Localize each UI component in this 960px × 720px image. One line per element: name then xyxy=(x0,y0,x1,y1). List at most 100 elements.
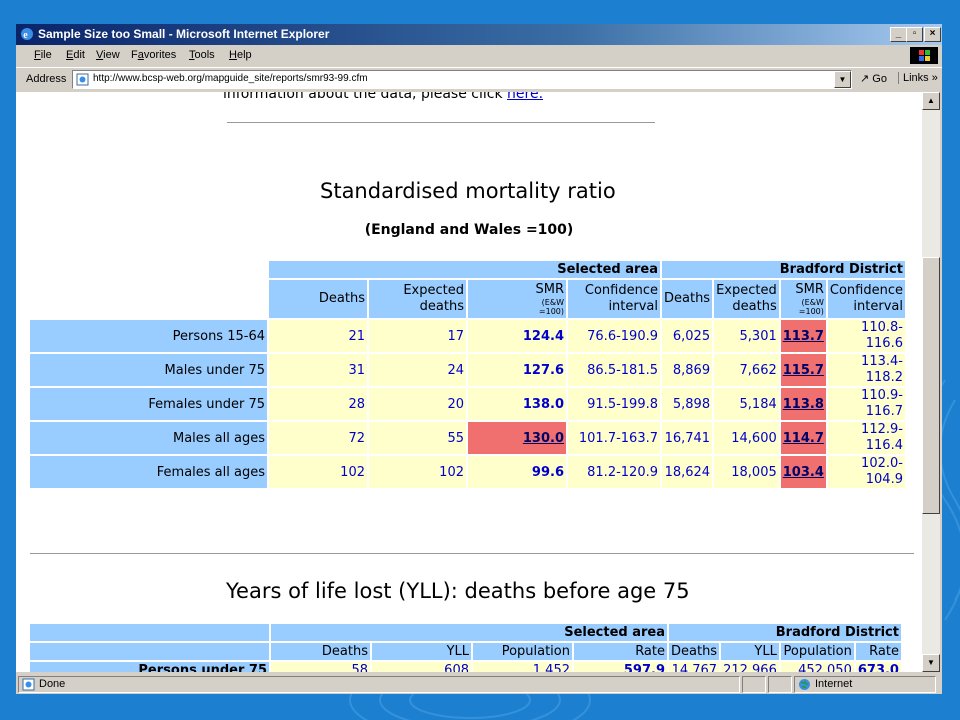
title-bar[interactable]: e Sample Size too Small - Microsoft Inte… xyxy=(16,24,942,45)
zone-panel: Internet xyxy=(794,676,936,693)
here-link[interactable]: here. xyxy=(507,92,544,102)
table-row: Females all ages 102 102 99.6 81.2-120.9… xyxy=(30,456,905,488)
cell: 1,452 xyxy=(473,662,572,672)
status-bar: Done Internet xyxy=(16,674,942,694)
cell: 8,869 xyxy=(662,354,713,386)
smr-value: 99.6 xyxy=(468,456,566,488)
browser-window: e Sample Size too Small - Microsoft Inte… xyxy=(16,24,942,694)
yll-header-selected-area: Selected area xyxy=(271,624,667,641)
col-rate-district: Rate xyxy=(855,643,901,660)
cell: 102 xyxy=(369,456,466,488)
col-yll: YLL xyxy=(372,643,471,660)
address-dropdown-icon[interactable]: ▼ xyxy=(834,71,851,88)
cell: 81.2-120.9 xyxy=(568,456,660,488)
cell: 102.0- 104.9 xyxy=(827,456,905,488)
links-button[interactable]: Links » xyxy=(898,72,938,84)
go-button[interactable]: ↗ Go xyxy=(860,73,887,85)
cell: 110.9- 116.7 xyxy=(827,388,905,420)
scroll-thumb[interactable] xyxy=(922,257,940,514)
cell: 452,050 xyxy=(780,662,854,672)
smr-value: 138.0 xyxy=(468,388,566,420)
smr-value-highlighted[interactable]: 114.7 xyxy=(780,422,826,454)
close-button[interactable]: × xyxy=(924,27,941,42)
cell: 6,025 xyxy=(662,320,713,352)
row-label: Males all ages xyxy=(30,422,267,454)
cell: 72 xyxy=(269,422,367,454)
cell: 91.5-199.8 xyxy=(568,388,660,420)
cell: 5,184 xyxy=(714,388,779,420)
col-rate: Rate xyxy=(574,643,667,660)
globe-icon xyxy=(799,679,810,690)
smr-value-highlighted[interactable]: 113.7 xyxy=(780,320,826,352)
smr-value-highlighted[interactable]: 103.4 xyxy=(780,456,826,488)
col-confidence-interval-district: Confidence interval xyxy=(827,280,905,318)
cell: 20 xyxy=(369,388,466,420)
cell: 113.4- 118.2 xyxy=(827,354,905,386)
address-input[interactable]: http://www.bcsp-web.org/mapguide_site/re… xyxy=(72,70,852,89)
cell: 18,005 xyxy=(714,456,779,488)
row-label: Females all ages xyxy=(30,456,267,488)
cell: 608 xyxy=(372,662,471,672)
col-deaths: Deaths xyxy=(269,280,367,318)
col-deaths-district: Deaths xyxy=(662,280,713,318)
go-arrow-icon: ↗ xyxy=(860,73,870,85)
rate-value: 673.0 xyxy=(855,662,901,672)
col-deaths-district: Deaths xyxy=(669,643,720,660)
col-confidence-interval: Confidence interval xyxy=(568,280,660,318)
address-bar: Address http://www.bcsp-web.org/mapguide… xyxy=(16,67,942,92)
header-selected-area: Selected area xyxy=(269,261,660,278)
cell: 5,898 xyxy=(662,388,713,420)
smr-value-highlighted[interactable]: 115.7 xyxy=(780,354,826,386)
minimize-button[interactable]: _ xyxy=(890,27,907,42)
maximize-button[interactable]: ▫ xyxy=(906,27,923,42)
cell: 7,662 xyxy=(714,354,779,386)
cell: 110.8- 116.6 xyxy=(827,320,905,352)
cell: 58 xyxy=(271,662,370,672)
section-divider xyxy=(30,553,914,554)
scroll-down-icon[interactable]: ▼ xyxy=(922,654,940,672)
table-row: Males all ages 72 55 130.0 101.7-163.7 1… xyxy=(30,422,905,454)
header-spacer xyxy=(30,261,267,278)
cell: 14,600 xyxy=(714,422,779,454)
table-row: Males under 75 31 24 127.6 86.5-181.5 8,… xyxy=(30,354,905,386)
cell: 112.9- 116.4 xyxy=(827,422,905,454)
smr-table: Selected area Bradford District Deaths E… xyxy=(28,259,907,490)
page-content: information about the data, please click… xyxy=(16,92,922,672)
col-population-district: Population xyxy=(780,643,854,660)
smr-value: 124.4 xyxy=(468,320,566,352)
status-text: Done xyxy=(39,678,66,690)
table-row: Persons 15-64 21 17 124.4 76.6-190.9 6,0… xyxy=(30,320,905,352)
row-label: Females under 75 xyxy=(30,388,267,420)
smr-value-highlighted[interactable]: 113.8 xyxy=(780,388,826,420)
cell: 212,966 xyxy=(721,662,779,672)
internet-explorer-icon: e xyxy=(21,28,33,41)
row-label: Males under 75 xyxy=(30,354,267,386)
col-smr-district: SMR (E&W =100) xyxy=(780,280,826,318)
menu-edit[interactable]: Edit xyxy=(66,49,85,61)
cell: 28 xyxy=(269,388,367,420)
row-label: Persons under 75 xyxy=(30,662,269,672)
menu-help[interactable]: Help xyxy=(229,49,252,61)
menu-favorites[interactable]: Favorites xyxy=(131,49,177,61)
col-smr: SMR (E&W =100) xyxy=(468,280,566,318)
scroll-up-icon[interactable]: ▲ xyxy=(922,92,940,110)
svg-text:e: e xyxy=(23,30,28,41)
smr-value-highlighted[interactable]: 130.0 xyxy=(468,422,566,454)
address-label: Address xyxy=(26,73,67,85)
smr-title: Standardised mortality ratio xyxy=(320,179,616,203)
menu-view[interactable]: View xyxy=(96,49,120,61)
cell: 86.5-181.5 xyxy=(568,354,660,386)
cell: 14,767 xyxy=(669,662,720,672)
menu-bar: File Edit View Favorites Tools Help xyxy=(16,45,942,66)
col-expected-deaths-district: Expected deaths xyxy=(714,280,779,318)
window-title: Sample Size too Small - Microsoft Intern… xyxy=(38,27,330,41)
divider xyxy=(227,122,655,123)
cell: 18,624 xyxy=(662,456,713,488)
cell: 76.6-190.9 xyxy=(568,320,660,352)
page-icon xyxy=(76,73,89,86)
menu-file[interactable]: File xyxy=(34,49,52,61)
cell: 31 xyxy=(269,354,367,386)
menu-tools[interactable]: Tools xyxy=(189,49,215,61)
vertical-scrollbar[interactable]: ▲ ▼ xyxy=(922,92,940,672)
header-bradford-district: Bradford District xyxy=(662,261,905,278)
